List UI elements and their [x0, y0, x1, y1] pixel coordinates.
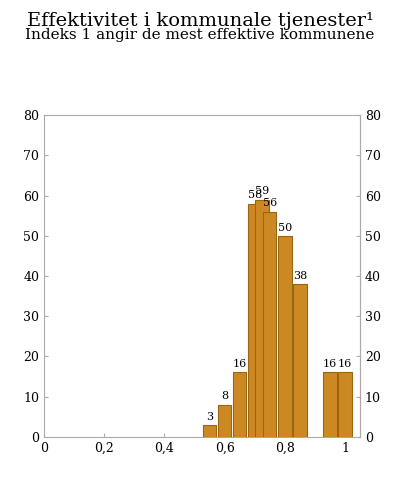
Bar: [338, 372, 352, 437]
Text: 16: 16: [338, 359, 352, 369]
Bar: [278, 236, 292, 437]
Text: 59: 59: [255, 186, 269, 196]
Text: 38: 38: [293, 271, 307, 281]
Bar: [248, 204, 262, 437]
Text: 8: 8: [221, 391, 228, 401]
Text: 58: 58: [248, 191, 262, 201]
Text: 16: 16: [232, 359, 247, 369]
Bar: [323, 372, 337, 437]
Bar: [203, 425, 216, 437]
Text: 16: 16: [323, 359, 337, 369]
Bar: [256, 200, 269, 437]
Bar: [233, 372, 246, 437]
Text: 50: 50: [278, 223, 292, 233]
Text: 56: 56: [262, 198, 277, 208]
Text: Indeks 1 angir de mest effektive kommunene: Indeks 1 angir de mest effektive kommune…: [25, 28, 375, 42]
Bar: [218, 405, 231, 437]
Text: Effektivitet i kommunale tjenester¹: Effektivitet i kommunale tjenester¹: [26, 12, 374, 30]
Bar: [263, 212, 276, 437]
Bar: [293, 284, 306, 437]
Text: 3: 3: [206, 411, 213, 421]
